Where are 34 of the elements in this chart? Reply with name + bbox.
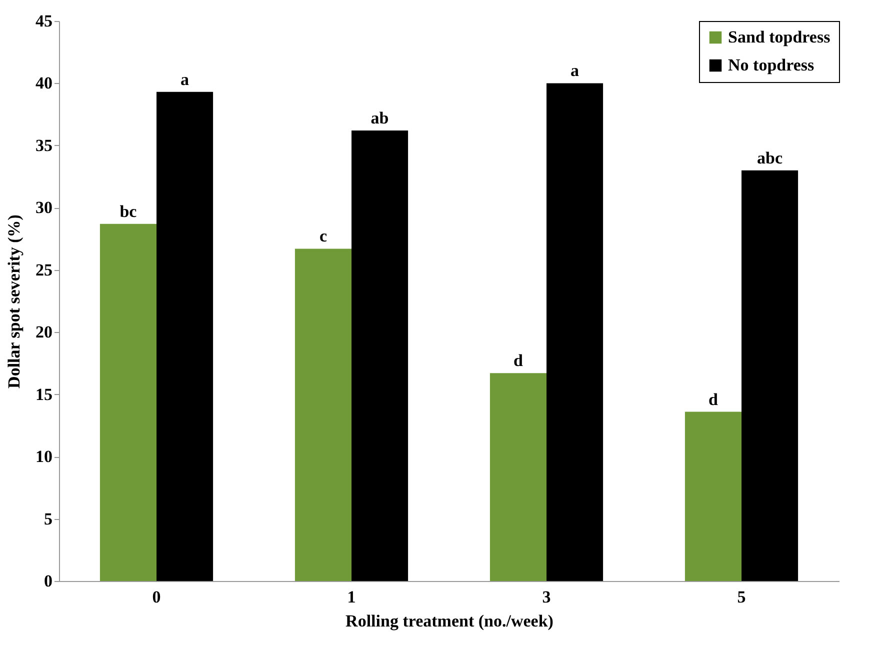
- x-tick-label: 3: [542, 588, 551, 606]
- y-axis-title: Dollar spot severity (%): [4, 214, 24, 388]
- bar: [294, 248, 352, 581]
- x-tick-label: 1: [347, 588, 356, 606]
- legend-label: No topdress: [728, 56, 814, 74]
- legend-label: Sand topdress: [728, 28, 831, 46]
- annotation: ab: [370, 108, 389, 128]
- annotation: d: [513, 351, 524, 370]
- annotation: bc: [120, 202, 138, 221]
- y-tick-label: 10: [36, 447, 52, 466]
- y-tick-label: 35: [36, 136, 52, 155]
- y-tick-label: 5: [44, 509, 52, 528]
- x-axis-title: Rolling treatment (no./week): [346, 612, 554, 630]
- y-tick-label: 30: [36, 198, 52, 218]
- y-tick-label: 40: [36, 74, 52, 93]
- annotation: a: [180, 70, 190, 89]
- annotation: abc: [757, 148, 783, 168]
- bar: [742, 170, 798, 581]
- x-tick-label: 5: [737, 588, 746, 606]
- x-tick-label: 0: [152, 588, 161, 606]
- bar: [352, 130, 408, 581]
- bar: [684, 412, 742, 581]
- bar: [100, 224, 156, 581]
- bar: [490, 373, 546, 581]
- y-tick-label: 15: [36, 384, 52, 404]
- bar: [546, 83, 604, 581]
- annotation: c: [319, 226, 328, 246]
- y-tick-label: 25: [36, 260, 52, 280]
- bar: [156, 92, 214, 581]
- annotation: a: [570, 61, 580, 80]
- y-tick-label: 0: [44, 572, 52, 590]
- y-tick-label: 45: [36, 12, 52, 30]
- y-tick-label: 20: [36, 322, 52, 342]
- annotation: d: [708, 390, 718, 409]
